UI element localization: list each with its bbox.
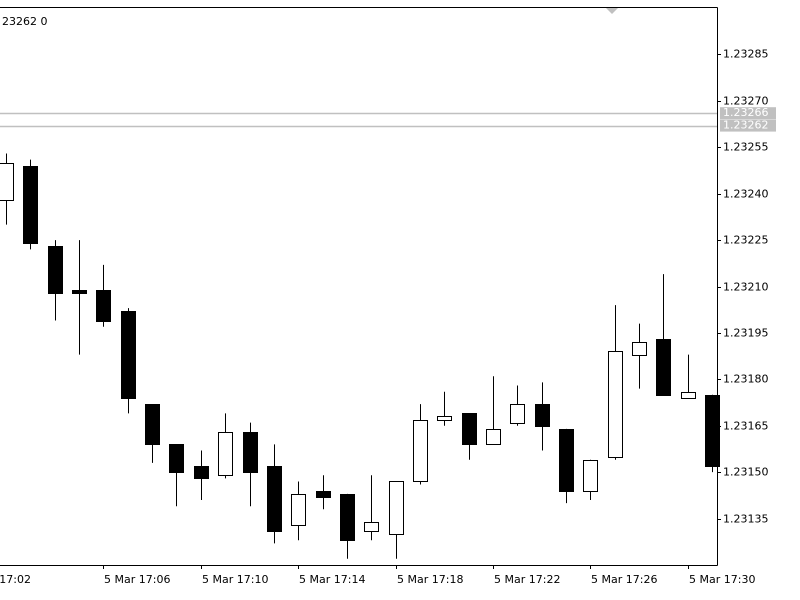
candle-body bbox=[96, 290, 111, 322]
candle-body bbox=[364, 522, 379, 532]
candle-body bbox=[608, 351, 623, 458]
candle-body bbox=[632, 342, 647, 356]
candle-body bbox=[389, 481, 404, 535]
candle-body bbox=[559, 429, 574, 492]
y-tick-label: 1.23135 bbox=[723, 513, 769, 526]
bid-label-box bbox=[720, 119, 776, 132]
y-tick-label: 1.23195 bbox=[723, 327, 769, 340]
candle-body bbox=[462, 413, 477, 445]
candle-body bbox=[23, 166, 38, 244]
candle-body bbox=[267, 466, 282, 532]
x-tick-label: 5 Mar 17:22 bbox=[494, 573, 560, 586]
candle-body bbox=[194, 466, 209, 479]
x-tick-label: 5 Mar 17:18 bbox=[397, 573, 463, 586]
candle-body bbox=[340, 494, 355, 541]
candle-body bbox=[218, 432, 233, 476]
candle-body bbox=[145, 404, 160, 445]
y-tick-label: 1.23255 bbox=[723, 141, 769, 154]
candle-body bbox=[705, 395, 720, 467]
y-tick-label: 1.23150 bbox=[723, 466, 769, 479]
candle-body bbox=[437, 416, 452, 421]
candle-body bbox=[681, 392, 696, 399]
candle-body bbox=[121, 311, 136, 399]
ask-label-box bbox=[720, 107, 776, 120]
candle-body bbox=[291, 494, 306, 526]
candle-body bbox=[535, 404, 550, 427]
x-tick-label: 17:02 bbox=[0, 573, 31, 586]
y-tick-label: 1.23210 bbox=[723, 281, 769, 294]
y-tick-label: 1.23225 bbox=[723, 234, 769, 247]
x-tick-label: 5 Mar 17:30 bbox=[689, 573, 755, 586]
x-tick-label: 5 Mar 17:26 bbox=[591, 573, 657, 586]
bid-label: 1.23262 bbox=[723, 119, 769, 132]
x-tick-label: 5 Mar 17:10 bbox=[202, 573, 268, 586]
x-tick-label: 5 Mar 17:14 bbox=[299, 573, 365, 586]
x-tick-label: 5 Mar 17:06 bbox=[104, 573, 170, 586]
y-tick-label: 1.23240 bbox=[723, 188, 769, 201]
candle-body bbox=[0, 163, 14, 201]
plot-area bbox=[0, 153, 720, 559]
candle-body bbox=[510, 404, 525, 424]
y-tick-label: 1.23270 bbox=[723, 95, 769, 108]
candle-body bbox=[486, 429, 501, 445]
candle-body bbox=[413, 420, 428, 482]
candle-body bbox=[583, 460, 598, 492]
y-tick-label: 1.23165 bbox=[723, 420, 769, 433]
shift-marker bbox=[606, 8, 618, 14]
candle-body bbox=[243, 432, 258, 473]
ask-label: 1.23266 bbox=[723, 106, 769, 119]
y-tick-label: 1.23285 bbox=[723, 48, 769, 61]
candle-body bbox=[48, 246, 63, 294]
candle-body bbox=[72, 290, 87, 294]
candle-body bbox=[316, 491, 331, 498]
info-text: 23262 0 bbox=[2, 15, 48, 28]
candle-body bbox=[169, 444, 184, 473]
candle-body bbox=[656, 339, 671, 396]
y-tick-label: 1.23180 bbox=[723, 373, 769, 386]
